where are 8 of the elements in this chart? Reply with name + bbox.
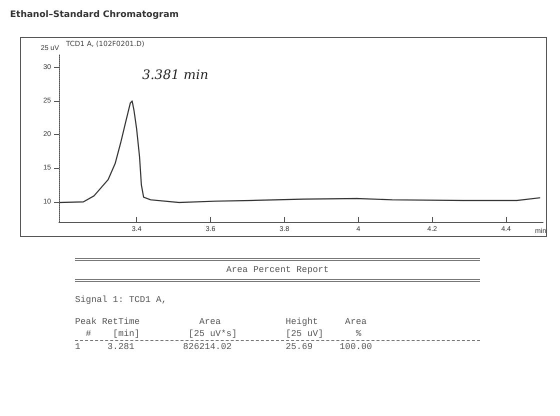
- text: 1 3.281 826214.02 25.69 100.00: [75, 340, 480, 353]
- text: # [min] [25 uV*s] [25 uV] %: [84, 328, 362, 340]
- chart-title: Ethanol–Standard Chromatogram: [10, 10, 179, 20]
- text: Peak RetTime Area Height Area: [75, 316, 368, 328]
- text: Signal 1: TCD1 A,: [75, 294, 168, 306]
- line-series: [60, 100, 540, 204]
- text: Area Percent Report: [75, 258, 480, 282]
- annotation: 3.381 min: [142, 68, 208, 84]
